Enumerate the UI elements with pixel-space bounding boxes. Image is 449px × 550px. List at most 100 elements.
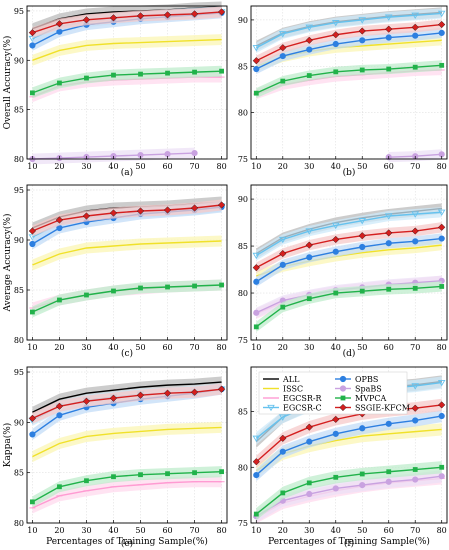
data-point (411, 23, 419, 31)
y-tick-label: 85 (14, 106, 24, 115)
x-tick-label: 70 (189, 343, 199, 352)
data-point (84, 478, 89, 484)
x-tick-label: 60 (384, 526, 394, 535)
panel-a: 10 20 30 40 50 60 70 80 80 85 90 95 Overall Accuracy… (2, 1, 228, 178)
panel-c: 10 20 30 40 50 60 70 80 80 85 90 95 Average Accuracy… (2, 184, 228, 359)
data-point (57, 484, 62, 490)
legend-label: OPBS (355, 375, 378, 384)
series-mvpca (30, 65, 224, 99)
data-point (411, 404, 419, 412)
series-band (256, 8, 442, 53)
data-point (55, 216, 64, 224)
x-tick-label: 40 (108, 343, 118, 352)
x-tick-label: 70 (189, 526, 199, 535)
data-point (306, 480, 312, 486)
legend-entry-issc: ISSC (263, 385, 303, 394)
data-point (109, 14, 118, 22)
series-ssgie-kfcm (252, 398, 446, 468)
series-band (32, 376, 222, 418)
legend-entry-all: ALL (263, 375, 300, 384)
data-point (165, 70, 170, 76)
series-ssgie-kfcm (252, 222, 446, 273)
panel-caption: (b) (343, 167, 356, 178)
panel-caption: (e) (121, 538, 133, 549)
data-point (306, 296, 312, 302)
x-tick-label: 30 (304, 343, 314, 352)
data-point (411, 227, 419, 235)
series-line (255, 415, 442, 476)
series-line (32, 426, 222, 458)
data-point (57, 297, 62, 303)
series-band (32, 199, 222, 237)
data-point (252, 458, 260, 466)
data-point (438, 401, 446, 409)
legend-label: ISSC (283, 385, 303, 394)
x-tick-label: 60 (162, 343, 172, 352)
x-tick-label: 50 (357, 526, 367, 535)
x-tick-label: 70 (410, 162, 420, 171)
axes-frame (250, 366, 448, 524)
y-tick-label: 75 (238, 519, 248, 528)
data-point (358, 27, 366, 35)
series-mvpca (30, 279, 224, 318)
data-point (57, 80, 62, 86)
data-point (30, 90, 35, 96)
y-axis-label: Kappa(%) (2, 423, 13, 468)
data-point (136, 207, 145, 215)
data-point (219, 469, 224, 475)
data-point (412, 32, 419, 39)
data-point (305, 423, 313, 431)
data-point (412, 417, 419, 424)
x-tick-label: 30 (81, 526, 91, 535)
data-point (437, 10, 446, 18)
data-point (252, 264, 260, 272)
data-point (359, 288, 365, 294)
data-point (55, 402, 64, 410)
data-point (358, 232, 366, 240)
data-point (138, 71, 143, 77)
data-point (411, 12, 420, 19)
y-tick-label: 90 (14, 418, 24, 427)
data-point (359, 425, 366, 432)
data-point (82, 16, 91, 24)
data-point (30, 309, 35, 315)
data-point (306, 73, 312, 78)
y-tick-label: 95 (14, 7, 24, 16)
data-point (252, 45, 261, 52)
data-point (192, 69, 197, 75)
legend-marker (339, 385, 347, 392)
data-point (190, 204, 199, 212)
data-point (333, 290, 339, 296)
data-point (279, 52, 286, 60)
x-tick-label: 60 (162, 526, 172, 535)
data-point (411, 383, 420, 390)
data-point (163, 206, 172, 214)
x-tick-label: 10 (251, 343, 261, 352)
data-point (332, 485, 339, 492)
data-point (332, 415, 340, 423)
data-point (28, 29, 36, 37)
series-issc (32, 235, 222, 271)
data-point (438, 235, 445, 242)
series-mvpca (253, 461, 445, 521)
data-point (136, 12, 145, 20)
series-line (32, 388, 222, 419)
x-tick-label: 10 (251, 162, 261, 171)
y-tick-label: 90 (14, 56, 24, 65)
x-tick-label: 40 (331, 162, 341, 171)
data-point (411, 211, 420, 218)
data-point (164, 150, 171, 158)
series-opbs (253, 27, 445, 75)
data-point (412, 476, 419, 483)
data-point (306, 46, 313, 53)
data-point (138, 285, 143, 291)
series-band (256, 233, 442, 287)
data-point (359, 243, 366, 251)
data-point (218, 385, 226, 393)
data-point (438, 223, 446, 231)
axes-frame (26, 5, 228, 160)
x-tick-label: 80 (437, 343, 447, 352)
data-point (386, 66, 392, 72)
data-point (438, 412, 445, 420)
y-tick-label: 95 (14, 186, 24, 195)
